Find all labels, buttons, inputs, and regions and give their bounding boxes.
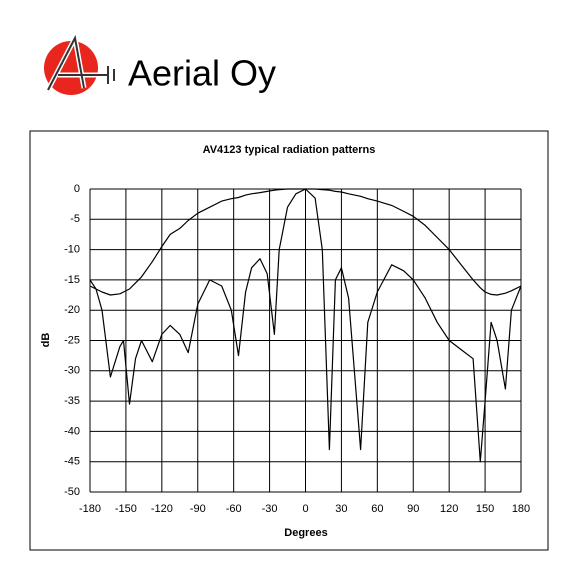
logo-mark-outline — [47, 34, 115, 91]
chart-frame — [29, 130, 549, 551]
x-tick-label: 90 — [407, 503, 419, 515]
y-tick-label: -15 — [64, 274, 80, 286]
logo-text: Aerial Oy — [128, 53, 276, 94]
x-tick-label: 120 — [440, 503, 458, 515]
x-tick-label: -90 — [190, 503, 206, 515]
y-tick-label: -30 — [64, 365, 80, 377]
y-tick-label: -35 — [64, 395, 80, 407]
series-line — [89, 188, 522, 296]
x-tick-label: -150 — [115, 503, 137, 515]
chart-title: AV4123 typical radiation patterns — [203, 144, 376, 156]
y-tick-label: -5 — [70, 213, 80, 225]
y-axis-label: dB — [40, 333, 52, 348]
x-tick-label: 180 — [512, 503, 530, 515]
y-tick-label: -50 — [64, 486, 80, 498]
series-line — [89, 188, 522, 463]
y-tick-label: -20 — [64, 304, 80, 316]
y-tick-label: -10 — [64, 244, 80, 256]
logo: Aerial Oy — [44, 30, 276, 95]
x-tick-label: 150 — [476, 503, 494, 515]
x-axis-label: Degrees — [284, 527, 327, 539]
x-tick-label: -30 — [262, 503, 278, 515]
y-tick-label: -25 — [64, 334, 80, 346]
y-tick-label: -40 — [64, 425, 80, 437]
y-tick-label: -45 — [64, 456, 80, 468]
x-tick-label: 0 — [302, 503, 308, 515]
y-tick-label: 0 — [74, 183, 80, 195]
x-tick-label: -180 — [79, 503, 101, 515]
x-tick-label: -60 — [226, 503, 242, 515]
x-tick-label: 60 — [371, 503, 383, 515]
x-tick-label: 30 — [335, 503, 347, 515]
x-tick-label: -120 — [151, 503, 173, 515]
plot-area: 0 -5 -10 -15 -20 -25 -30 -35 -40 -45 -50 -180 -150 -1… — [64, 183, 530, 515]
